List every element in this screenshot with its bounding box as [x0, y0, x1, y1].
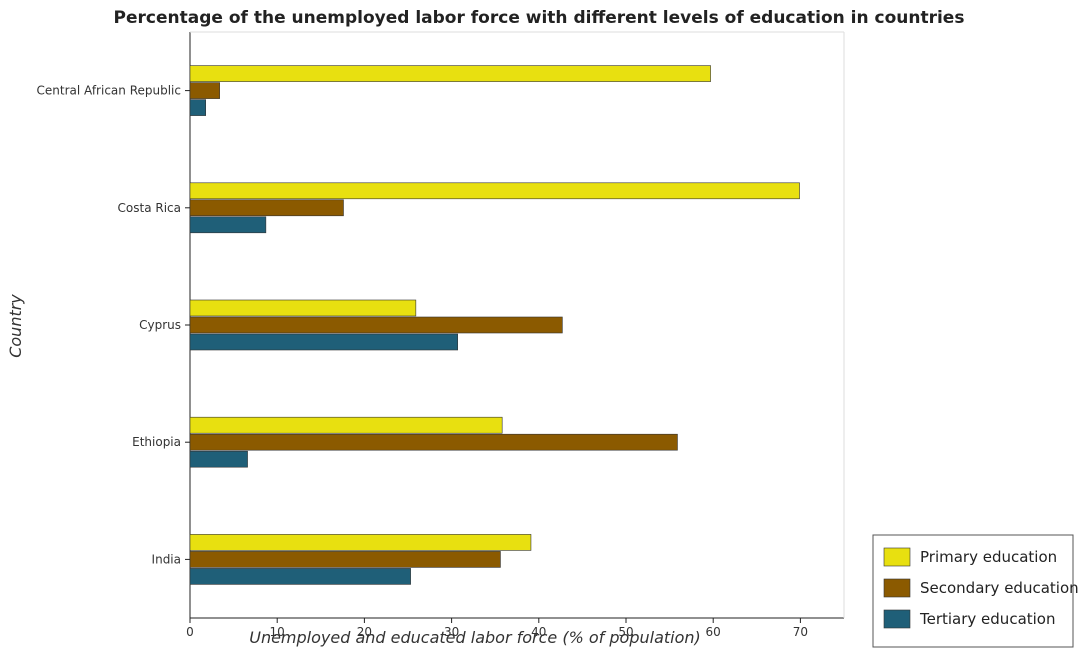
- x-tick-label: 40: [531, 625, 546, 639]
- legend-swatch: [883, 609, 911, 629]
- x-tick-label: 20: [357, 625, 372, 639]
- y-tick-label: Ethiopia: [132, 435, 181, 449]
- bar-primary-education: [189, 65, 711, 82]
- bar-secondary-education: [189, 82, 220, 99]
- legend-swatch: [883, 578, 911, 598]
- bar-secondary-education: [189, 199, 344, 217]
- y-tick-label: Central African Republic: [37, 84, 181, 98]
- legend-label: Secondary education: [920, 579, 1078, 597]
- x-tick-label: 60: [706, 625, 721, 639]
- chart-title: Percentage of the unemployed labor force…: [113, 8, 965, 28]
- legend-swatch: [883, 547, 911, 567]
- y-tick-label: Costa Rica: [118, 201, 181, 215]
- x-tick-label: 50: [618, 625, 633, 639]
- bar-tertiary-education: [189, 568, 411, 585]
- x-tick-label: 30: [444, 625, 459, 639]
- bar-tertiary-education: [189, 333, 459, 351]
- y-axis-ticks: Central African Republic Costa Rica Cyprus…: [37, 84, 190, 566]
- x-axis-ticks: 0 10 20 30 40 50 60 70: [186, 618, 808, 639]
- bar-tertiary-education: [189, 216, 267, 234]
- legend: Primary education Secondary education Tert…: [872, 534, 1078, 648]
- bar-primary-education: [189, 534, 532, 551]
- bar-tertiary-education: [189, 99, 206, 116]
- bar-primary-education: [189, 299, 417, 317]
- x-axis-label: Unemployed and educated labor force (% o…: [249, 628, 701, 647]
- bar-primary-education: [189, 416, 503, 434]
- bar-secondary-education: [189, 551, 501, 568]
- y-tick-label: India: [152, 552, 181, 566]
- legend-label: Tertiary education: [919, 610, 1056, 628]
- bar-tertiary-education: [189, 450, 248, 468]
- x-tick-label: 10: [270, 625, 285, 639]
- bar-secondary-education: [189, 316, 563, 334]
- legend-label: Primary education: [920, 548, 1057, 566]
- bars-group: [189, 65, 800, 585]
- bar-primary-education: [189, 182, 800, 200]
- x-tick-label: 70: [793, 625, 808, 639]
- y-tick-label: Cyprus: [139, 318, 181, 332]
- y-axis-label: Country: [6, 294, 25, 358]
- bar-secondary-education: [189, 433, 678, 451]
- x-tick-label: 0: [186, 625, 194, 639]
